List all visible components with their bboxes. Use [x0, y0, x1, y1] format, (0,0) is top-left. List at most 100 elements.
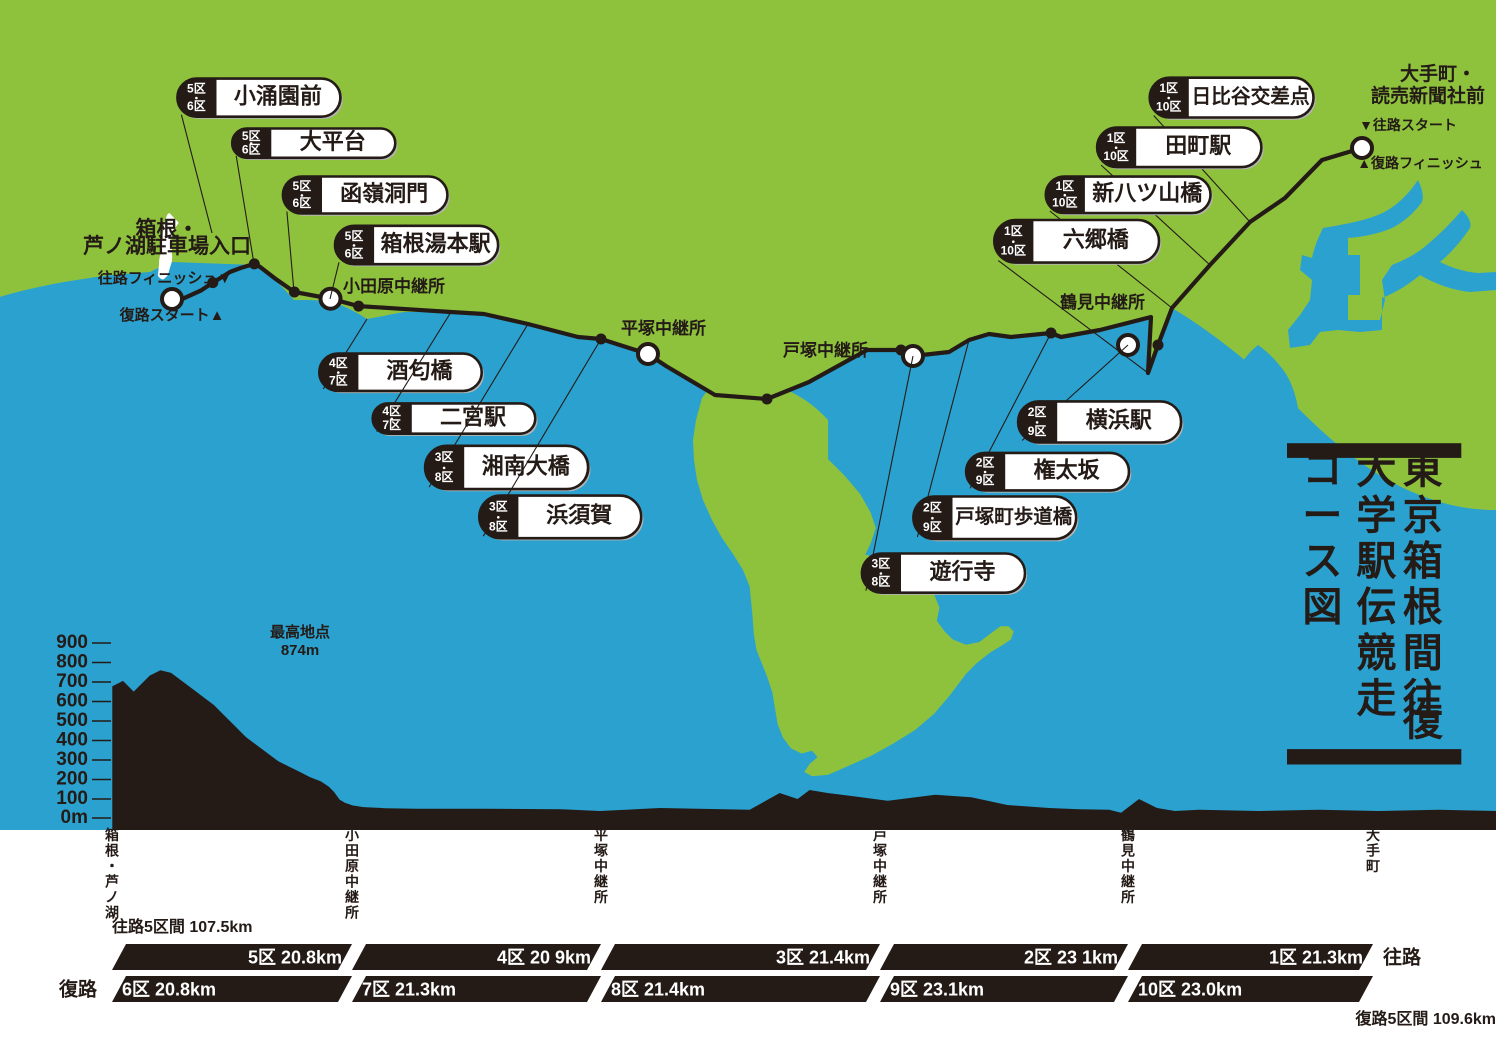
- svg-text:7区: 7区: [329, 373, 348, 387]
- svg-text:3区: 3区: [872, 557, 891, 571]
- svg-text:手: 手: [1366, 843, 1380, 859]
- svg-text:300: 300: [56, 749, 88, 770]
- svg-text:最高地点: 最高地点: [270, 623, 330, 641]
- svg-text:7区 21.3km: 7区 21.3km: [362, 980, 456, 1000]
- svg-text:平: 平: [594, 827, 608, 843]
- svg-text:浜須賀: 浜須賀: [546, 503, 612, 528]
- svg-text:大平台: 大平台: [300, 129, 366, 154]
- svg-text:700: 700: [56, 671, 88, 692]
- svg-text:10区: 10区: [1156, 99, 1181, 113]
- svg-text:10区: 10区: [1052, 196, 1077, 210]
- svg-text:平塚中継所: 平塚中継所: [621, 318, 706, 338]
- svg-text:800: 800: [56, 652, 88, 673]
- svg-text:函嶺洞門: 函嶺洞門: [340, 181, 428, 206]
- svg-text:2区 23 1km: 2区 23 1km: [1024, 948, 1118, 968]
- svg-text:往路フィニッシュ▼: 往路フィニッシュ▼: [98, 269, 233, 287]
- svg-text:874m: 874m: [281, 642, 319, 659]
- svg-text:遊行寺: 遊行寺: [929, 559, 995, 584]
- svg-text:芦ノ湖駐車場入口: 芦ノ湖駐車場入口: [83, 234, 251, 258]
- svg-text:芦: 芦: [105, 874, 119, 890]
- svg-text:湖: 湖: [105, 905, 119, 921]
- svg-text:中: 中: [345, 874, 359, 890]
- svg-text:湘南大橋: 湘南大橋: [482, 453, 571, 478]
- svg-text:箱: 箱: [105, 827, 119, 843]
- svg-text:走: 走: [1356, 677, 1396, 721]
- svg-text:中: 中: [1121, 858, 1135, 874]
- svg-text:400: 400: [56, 730, 88, 751]
- svg-text:見: 見: [1120, 843, 1135, 859]
- svg-text:所: 所: [1121, 889, 1135, 905]
- svg-text:塚: 塚: [594, 843, 608, 859]
- svg-text:5区 20.8km: 5区 20.8km: [248, 948, 342, 968]
- svg-text:権太坂: 権太坂: [1034, 457, 1101, 482]
- svg-text:5区: 5区: [242, 129, 261, 143]
- svg-text:駅: 駅: [1356, 540, 1396, 584]
- svg-text:5区: 5区: [345, 229, 364, 243]
- svg-text:根: 根: [1403, 586, 1443, 630]
- svg-text:2区: 2区: [1028, 405, 1047, 419]
- svg-text:日比谷交差点: 日比谷交差点: [1192, 85, 1310, 108]
- svg-text:大手町・: 大手町・: [1400, 62, 1476, 85]
- svg-text:9区: 9区: [923, 520, 942, 534]
- svg-text:900: 900: [56, 632, 88, 653]
- svg-text:戸塚町歩道橋: 戸塚町歩道橋: [955, 505, 1073, 528]
- svg-text:学: 学: [1356, 494, 1396, 538]
- svg-text:▲復路フィニッシュ: ▲復路フィニッシュ: [1357, 155, 1483, 171]
- svg-text:田町駅: 田町駅: [1165, 133, 1231, 158]
- svg-text:6区: 6区: [187, 99, 206, 113]
- svg-text:継: 継: [594, 874, 608, 890]
- svg-text:新八ツ山橋: 新八ツ山橋: [1092, 181, 1203, 206]
- svg-text:復路スタート▲: 復路スタート▲: [119, 306, 225, 324]
- svg-text:6区 20.8km: 6区 20.8km: [122, 980, 216, 1000]
- svg-text:田: 田: [345, 843, 359, 859]
- svg-text:1区: 1区: [1159, 81, 1178, 95]
- svg-text:大: 大: [1366, 827, 1380, 843]
- svg-text:9区: 9区: [976, 473, 995, 487]
- svg-text:0m: 0m: [61, 807, 88, 828]
- svg-text:復路5区間 109.6km: 復路5区間 109.6km: [1354, 1009, 1496, 1028]
- svg-text:5区: 5区: [293, 179, 312, 193]
- svg-text:1区: 1区: [1055, 179, 1074, 193]
- svg-text:8区 21.4km: 8区 21.4km: [611, 980, 705, 1000]
- svg-text:中: 中: [594, 858, 608, 874]
- svg-text:10区: 10区: [1001, 244, 1026, 258]
- svg-text:4区: 4区: [382, 404, 401, 418]
- svg-text:小: 小: [345, 827, 359, 843]
- svg-text:箱根湯本駅: 箱根湯本駅: [381, 231, 491, 256]
- svg-text:所: 所: [594, 889, 608, 905]
- svg-text:ー: ー: [1302, 494, 1342, 538]
- svg-text:東: 東: [1403, 448, 1443, 492]
- svg-text:8区: 8区: [872, 575, 891, 589]
- svg-text:3区: 3区: [489, 500, 508, 514]
- svg-text:100: 100: [56, 788, 88, 809]
- svg-text:3区 21.4km: 3区 21.4km: [776, 948, 870, 968]
- svg-text:4区 20 9km: 4区 20 9km: [497, 948, 591, 968]
- svg-text:大: 大: [1356, 448, 1396, 492]
- svg-text:戸塚中継所: 戸塚中継所: [783, 340, 868, 360]
- svg-text:9区: 9区: [1028, 424, 1047, 438]
- svg-text:復路: 復路: [58, 978, 98, 1001]
- svg-text:所: 所: [873, 889, 887, 905]
- svg-text:根: 根: [105, 843, 120, 859]
- svg-text:継: 継: [873, 874, 887, 890]
- svg-text:1区: 1区: [1004, 224, 1023, 238]
- svg-text:6区: 6区: [345, 246, 364, 260]
- svg-text:5区: 5区: [187, 81, 206, 95]
- svg-text:所: 所: [345, 905, 359, 921]
- svg-text:箱: 箱: [1403, 540, 1443, 584]
- svg-text:8区: 8区: [435, 470, 454, 484]
- svg-text:戸: 戸: [873, 827, 887, 843]
- svg-text:コ: コ: [1302, 448, 1342, 492]
- svg-text:3区: 3区: [435, 450, 454, 464]
- svg-text:二宮駅: 二宮駅: [440, 404, 506, 429]
- svg-text:8区: 8区: [489, 519, 508, 533]
- svg-text:・: ・: [105, 858, 119, 874]
- svg-text:600: 600: [56, 691, 88, 712]
- svg-text:鶴: 鶴: [1121, 827, 1135, 843]
- svg-text:六郷橋: 六郷橋: [1063, 227, 1130, 252]
- svg-text:500: 500: [56, 710, 88, 731]
- svg-text:鶴見中継所: 鶴見中継所: [1060, 292, 1145, 312]
- svg-text:横浜駅: 横浜駅: [1086, 408, 1152, 433]
- svg-text:往路5区間 107.5km: 往路5区間 107.5km: [112, 917, 253, 936]
- svg-text:中: 中: [873, 858, 887, 874]
